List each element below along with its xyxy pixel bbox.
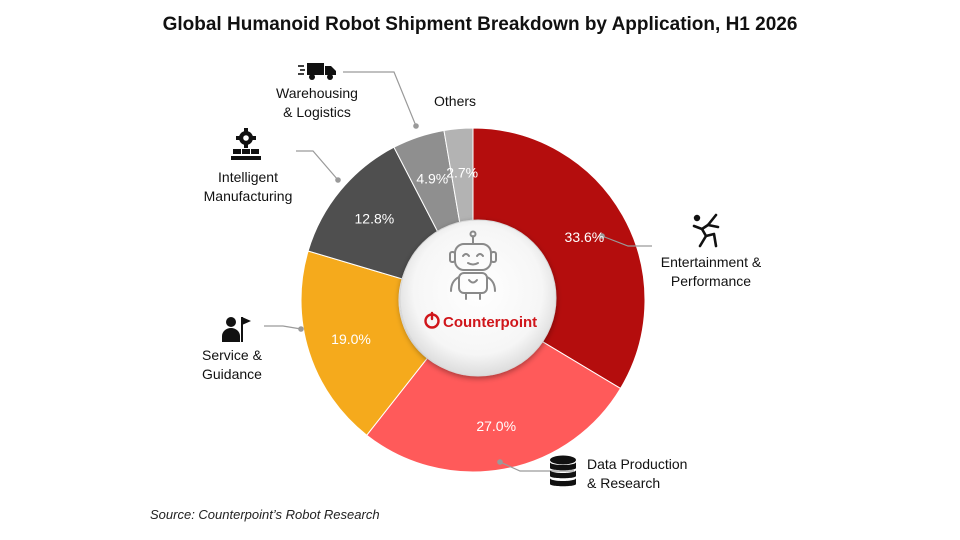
leader-service <box>264 325 302 330</box>
label-data-line1: Data Production <box>587 456 688 472</box>
slice-service <box>300 250 428 436</box>
label-entertainment: Entertainment & Performance <box>648 253 774 291</box>
leader-manufacturing <box>296 150 339 181</box>
database-icon <box>550 455 576 487</box>
label-entertainment-line1: Entertainment & <box>660 254 762 270</box>
label-data-line2: & Research <box>587 475 661 491</box>
factory-gear-icon <box>231 128 261 160</box>
label-warehousing: Warehousing & Logistics <box>262 84 372 122</box>
label-manufacturing-line2: Manufacturing <box>203 188 293 204</box>
truck-icon <box>298 63 336 80</box>
value-label-manufacturing: 12.8% <box>355 210 395 226</box>
center-logo-text: Counterpoint <box>443 314 537 331</box>
chart-title: Global Humanoid Robot Shipment Breakdown… <box>162 14 798 35</box>
leader-warehousing <box>343 71 417 127</box>
label-entertainment-line2: Performance <box>670 273 752 289</box>
label-service-line2: Guidance <box>202 366 262 382</box>
person-flag-icon <box>222 317 251 342</box>
label-warehousing-line2: & Logistics <box>283 104 351 120</box>
label-others: Others <box>434 93 477 109</box>
robot-icon <box>449 230 497 300</box>
label-data-production: Data Production & Research <box>587 455 687 493</box>
value-label-data-production: 27.0% <box>476 418 516 434</box>
dancer-icon <box>692 213 720 248</box>
label-warehousing-line1: Warehousing <box>276 85 358 101</box>
value-label-warehousing: 4.9% <box>416 171 448 187</box>
center-disc <box>399 219 557 377</box>
label-manufacturing: Intelligent Manufacturing <box>188 168 308 206</box>
value-label-service: 19.0% <box>331 331 371 347</box>
label-service: Service & Guidance <box>202 346 262 384</box>
source-note: Source: Counterpoint’s Robot Research <box>150 507 380 522</box>
counterpoint-logo-icon <box>424 311 440 329</box>
leader-data <box>499 461 574 472</box>
label-manufacturing-line1: Intelligent <box>218 169 278 185</box>
leader-entertainment <box>601 235 652 247</box>
value-label-entertainment: 33.6% <box>565 229 605 245</box>
value-label-others: 2.7% <box>446 164 478 180</box>
label-service-line1: Service & <box>202 347 262 363</box>
